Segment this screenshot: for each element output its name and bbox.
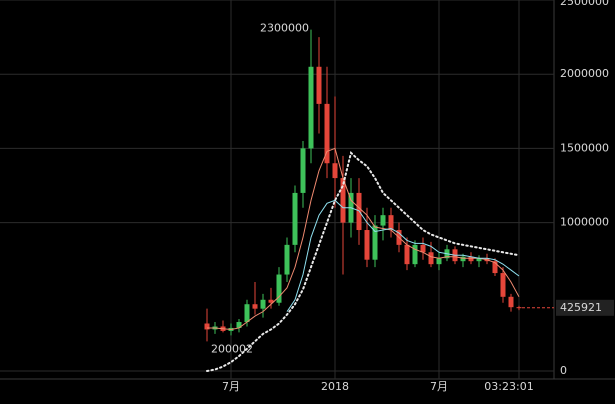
candle-body bbox=[420, 244, 426, 253]
candle-body bbox=[260, 299, 266, 309]
candle-body bbox=[236, 322, 242, 328]
candle-body bbox=[308, 66, 314, 149]
max-annotation: 2300000 bbox=[260, 22, 309, 35]
candle-body bbox=[268, 299, 274, 303]
countdown: 03:23:01 bbox=[484, 380, 533, 393]
candle-body bbox=[476, 258, 482, 262]
last-price-box bbox=[556, 299, 614, 316]
candle-body bbox=[380, 215, 386, 226]
ma-line bbox=[207, 147, 520, 330]
ma-line bbox=[206, 150, 520, 372]
candle-body bbox=[252, 304, 258, 309]
last-price-label: 425921 bbox=[560, 301, 602, 314]
candle-body bbox=[292, 192, 298, 245]
candle-body bbox=[276, 274, 282, 303]
candle-body bbox=[428, 252, 434, 265]
y-tick-label: 2000000 bbox=[560, 67, 609, 80]
candle-body bbox=[332, 163, 338, 179]
candle-body bbox=[204, 323, 210, 330]
candle-body bbox=[404, 244, 410, 265]
candle-body bbox=[316, 66, 322, 104]
candle-body bbox=[516, 307, 522, 309]
candle-body bbox=[244, 304, 250, 323]
candle-body bbox=[340, 178, 346, 223]
candle-body bbox=[412, 244, 418, 265]
x-tick-label: 7月 bbox=[430, 380, 448, 393]
candle-body bbox=[372, 225, 378, 260]
candle-body bbox=[508, 296, 514, 308]
min-annotation: 200002 bbox=[211, 342, 253, 355]
candle-body bbox=[492, 261, 498, 274]
candle-body bbox=[324, 103, 330, 164]
candle-body bbox=[460, 256, 466, 262]
candle-body bbox=[284, 244, 290, 275]
x-tick-label: 7月 bbox=[222, 380, 240, 393]
candle-body bbox=[388, 215, 394, 231]
y-tick-label: 1000000 bbox=[560, 216, 609, 229]
candle-body bbox=[468, 256, 474, 262]
candle-body bbox=[364, 230, 370, 260]
y-tick-label: 0 bbox=[560, 364, 567, 377]
y-tick-label: 2500000 bbox=[560, 0, 609, 8]
candle-body bbox=[500, 273, 506, 297]
candle-body bbox=[300, 148, 306, 193]
candle-body bbox=[436, 258, 442, 265]
ma-line bbox=[286, 199, 520, 312]
x-tick-label: 2018 bbox=[321, 380, 349, 393]
y-tick-label: 1500000 bbox=[560, 141, 609, 154]
